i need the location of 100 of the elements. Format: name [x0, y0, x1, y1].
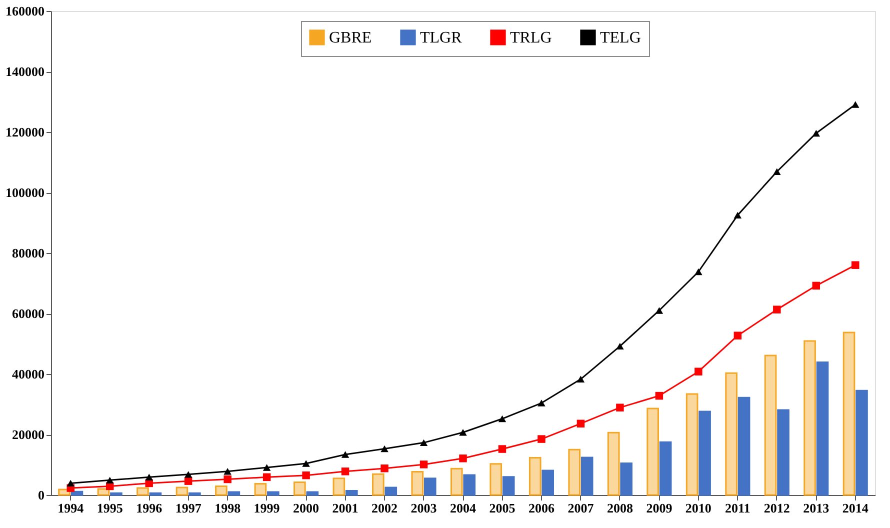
bar [372, 473, 384, 496]
legend-label: TLGR [420, 29, 462, 46]
bar [176, 486, 188, 496]
bar [97, 488, 110, 496]
point [145, 474, 153, 481]
bar [646, 408, 659, 496]
y-tick-label: 60000 [12, 306, 44, 321]
y-tick-label: 80000 [12, 246, 44, 260]
bar [659, 441, 672, 496]
point [538, 400, 546, 406]
point [734, 212, 742, 219]
point [262, 464, 271, 471]
bar [804, 340, 816, 496]
point [538, 435, 546, 443]
bar [698, 410, 711, 496]
x-tick-label: 2000 [293, 500, 320, 516]
point [341, 468, 350, 476]
point [66, 480, 74, 487]
x-tick-label: 1999 [254, 500, 280, 516]
legend-label: TELG [600, 29, 642, 46]
bar [528, 457, 542, 496]
x-tick-label: 1996 [136, 500, 163, 516]
bar [725, 372, 738, 496]
x-tick-label: 2009 [646, 500, 673, 516]
point [420, 460, 428, 468]
point [302, 471, 310, 480]
point [184, 471, 192, 478]
x-tick-label: 2007 [568, 500, 594, 516]
bar [70, 490, 84, 496]
bar [542, 470, 554, 496]
bar [450, 468, 463, 496]
point [576, 420, 585, 428]
point [694, 368, 702, 376]
point [380, 464, 388, 472]
point [812, 282, 820, 290]
bar [777, 409, 790, 496]
y-tick-label: 100000 [6, 185, 44, 200]
point [224, 475, 232, 484]
point [734, 332, 742, 340]
x-tick-label: 2014 [842, 500, 869, 516]
x-tick-label: 1994 [58, 500, 84, 516]
y-tick-label: 160000 [6, 4, 44, 18]
bar [580, 456, 594, 496]
y-tick-label: 120000 [6, 124, 44, 140]
bar [345, 490, 358, 496]
point [655, 392, 664, 400]
point [773, 168, 781, 175]
x-tick-label: 2005 [489, 500, 516, 516]
bar [254, 483, 267, 496]
y-tick-label: 140000 [6, 64, 44, 79]
x-tick-label: 2003 [410, 500, 438, 516]
bar [686, 393, 698, 496]
point [773, 306, 781, 314]
x-tick-label: 2002 [372, 500, 398, 516]
legend-label: TRLG [510, 29, 552, 46]
point [694, 268, 702, 276]
point [380, 445, 388, 452]
point [616, 404, 624, 412]
bar [136, 487, 149, 496]
bar [816, 361, 829, 496]
point [655, 307, 664, 314]
x-tick-label: 2001 [332, 500, 358, 516]
bar [490, 463, 502, 496]
x-tick-label: 2004 [450, 500, 476, 516]
point [420, 439, 428, 446]
point [302, 460, 310, 467]
bar [463, 474, 476, 496]
point [224, 468, 232, 475]
point [341, 451, 350, 458]
x-tick-label: 1997 [175, 500, 202, 516]
x-tick-label: 2012 [764, 500, 790, 516]
point [812, 130, 820, 137]
bar [502, 476, 515, 496]
x-tick-label: 2008 [606, 500, 634, 516]
point [852, 261, 860, 269]
bar [294, 482, 306, 496]
bar [306, 491, 319, 496]
point [262, 473, 271, 482]
x-tick-label: 2013 [803, 500, 830, 516]
point [616, 342, 624, 350]
bar [856, 390, 868, 496]
point [576, 376, 585, 382]
bar [332, 478, 346, 496]
legend-label: GBRE [329, 29, 372, 46]
bar [384, 486, 398, 496]
bar [764, 354, 777, 496]
bar [620, 462, 632, 496]
bar [424, 478, 436, 496]
bar [411, 470, 424, 496]
x-tick-label: 2011 [725, 500, 750, 516]
bar [738, 396, 750, 496]
point [106, 476, 114, 484]
bar [215, 485, 228, 496]
point [498, 415, 506, 422]
bar [607, 432, 620, 496]
y-tick-label: 40000 [12, 366, 44, 382]
bar [228, 491, 240, 496]
bar [842, 332, 856, 496]
point [852, 101, 860, 108]
bar [267, 491, 280, 496]
